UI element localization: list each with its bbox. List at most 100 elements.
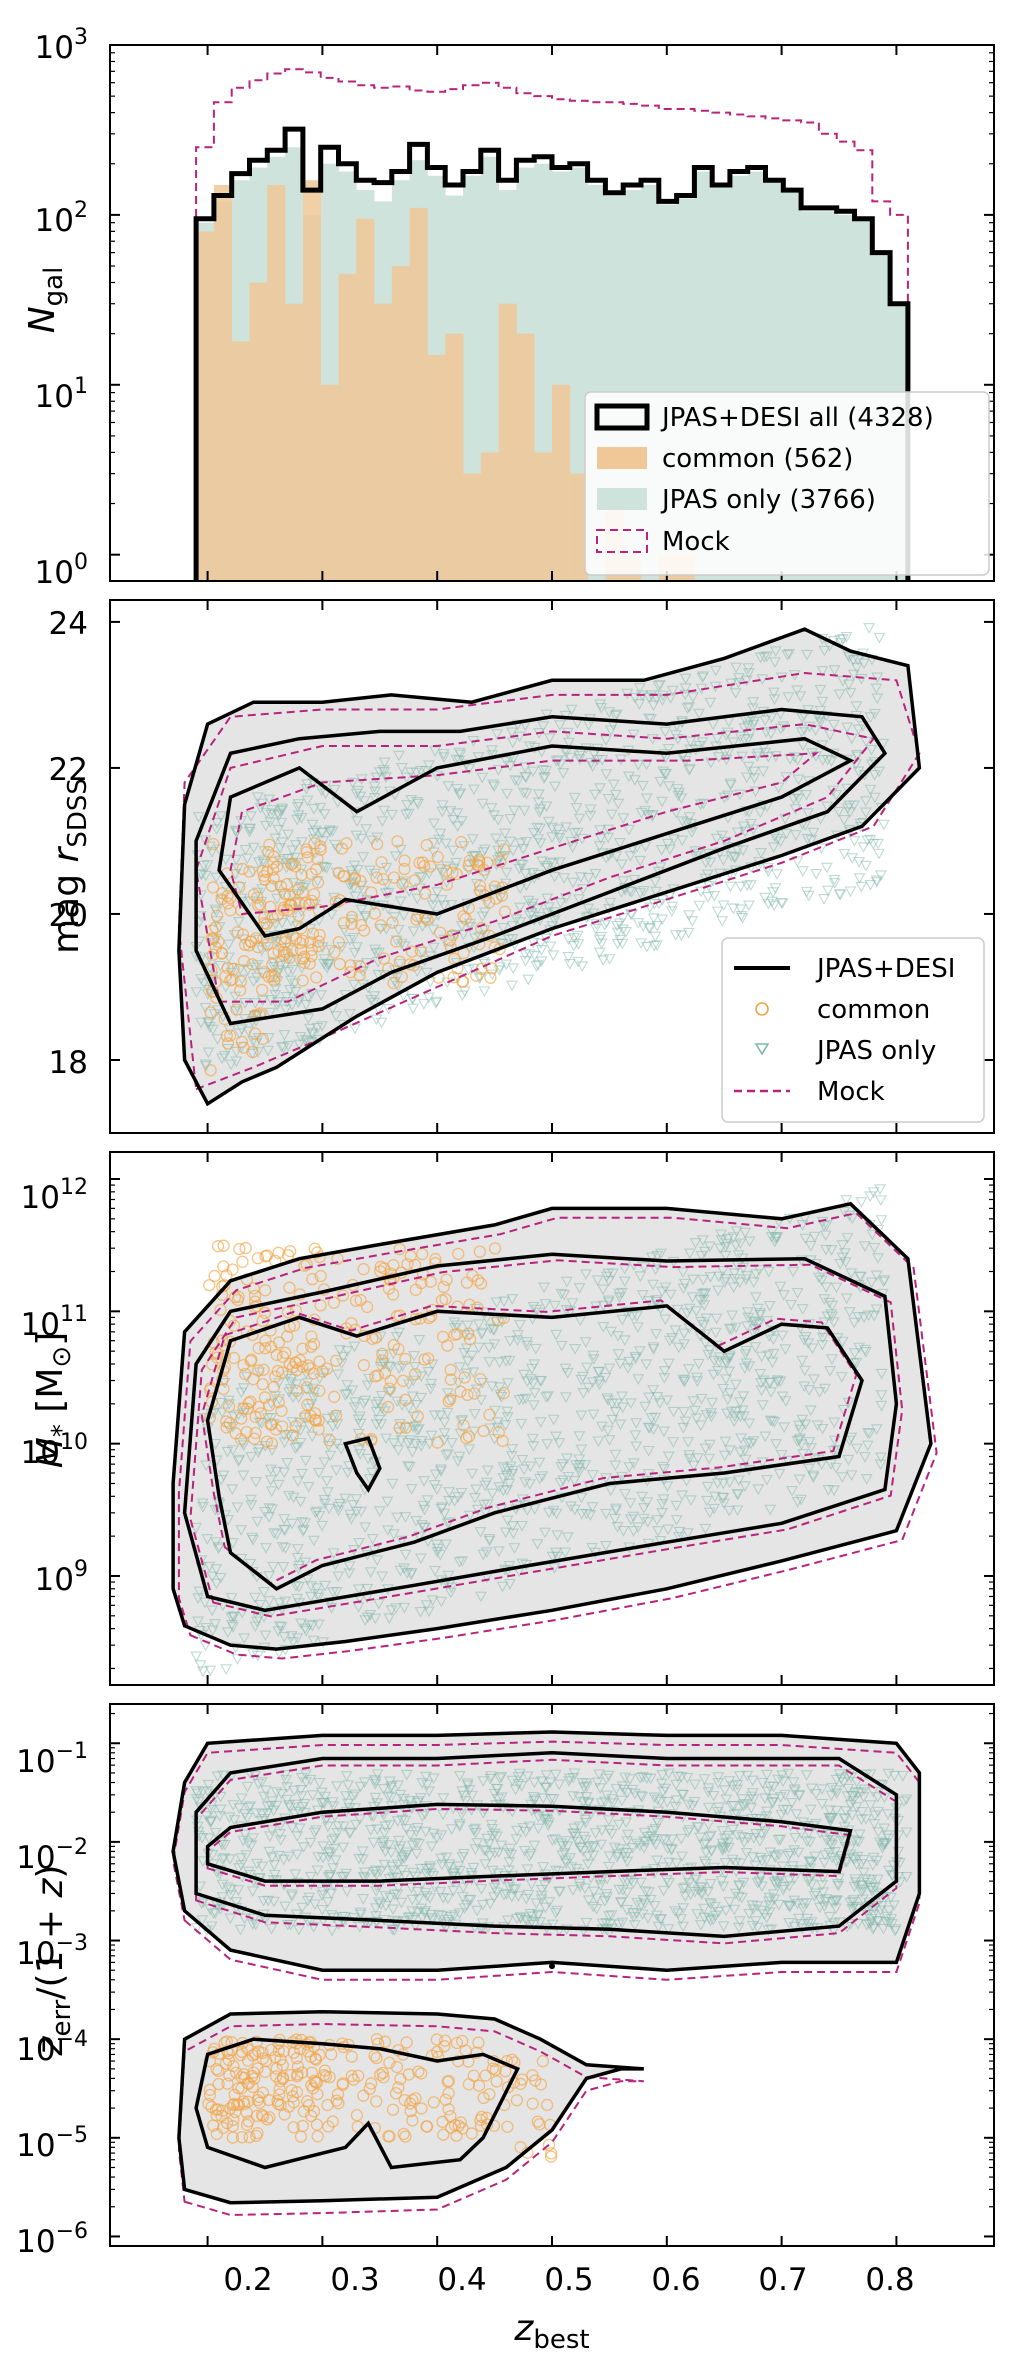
- point-common: [269, 1423, 283, 1436]
- point-jpas-only: [436, 800, 449, 812]
- point-jpas-only: [643, 923, 656, 935]
- point-jpas-only: [196, 1502, 209, 1513]
- point-jpas-only: [809, 1818, 822, 1830]
- point-jpas-only: [522, 1889, 535, 1901]
- point-jpas-only: [788, 1895, 801, 1907]
- point-common: [365, 2077, 378, 2090]
- point-jpas-only: [657, 766, 670, 778]
- point-jpas-only: [440, 1539, 452, 1551]
- point-jpas-only: [343, 1828, 356, 1839]
- point-jpas-only: [228, 1815, 241, 1826]
- point-jpas-only: [353, 1853, 365, 1865]
- point-jpas-only: [392, 1445, 405, 1456]
- point-common: [233, 1242, 246, 1256]
- point-jpas-only: [382, 903, 395, 915]
- point-jpas-only: [679, 1416, 692, 1428]
- point-jpas-only: [814, 684, 827, 696]
- hist-bar-common: [285, 303, 304, 581]
- point-jpas-only: [723, 1897, 736, 1908]
- point-jpas-only: [316, 861, 329, 873]
- point-jpas-only: [567, 1885, 579, 1896]
- point-jpas-only: [393, 750, 405, 762]
- point-jpas-only: [604, 1485, 617, 1497]
- point-jpas-only: [335, 1443, 348, 1455]
- point-common: [258, 1306, 272, 1320]
- point-jpas-only: [828, 1918, 841, 1930]
- point-jpas-only: [681, 703, 694, 715]
- point-jpas-only: [683, 1248, 696, 1260]
- point-jpas-only: [446, 930, 459, 942]
- point-jpas-only: [756, 1400, 769, 1411]
- point-jpas-only: [226, 1422, 239, 1433]
- point-jpas-only: [738, 1445, 751, 1457]
- point-jpas-only: [843, 1844, 856, 1856]
- point-jpas-only: [796, 1304, 809, 1315]
- point-jpas-only: [855, 673, 868, 685]
- point-jpas-only: [243, 823, 256, 835]
- point-jpas-only: [798, 724, 811, 736]
- point-jpas-only: [347, 1500, 360, 1511]
- point-jpas-only: [512, 1891, 525, 1902]
- point-jpas-only: [483, 1534, 496, 1545]
- point-jpas-only: [287, 1492, 300, 1504]
- point-jpas-only: [557, 1475, 570, 1487]
- point-jpas-only: [232, 1456, 245, 1467]
- point-jpas-only: [522, 895, 535, 907]
- point-jpas-only: [675, 930, 688, 942]
- point-jpas-only: [278, 1430, 290, 1441]
- point-jpas-only: [736, 1831, 749, 1843]
- point-jpas-only: [245, 1500, 258, 1511]
- point-jpas-only: [797, 1898, 810, 1910]
- point-common: [458, 1371, 471, 1384]
- point-jpas-only: [342, 1780, 355, 1792]
- panel-redshift-error-frame: [109, 1703, 995, 2247]
- point-common: [277, 2045, 290, 2058]
- point-jpas-only: [681, 1308, 694, 1319]
- point-jpas-only: [728, 1268, 741, 1280]
- point-jpas-only: [766, 1416, 779, 1428]
- point-jpas-only: [818, 894, 830, 905]
- point-common: [390, 935, 403, 948]
- point-jpas-only: [662, 1768, 675, 1780]
- point-jpas-only: [291, 1442, 304, 1453]
- point-jpas-only: [392, 924, 405, 936]
- point-jpas-only: [431, 1547, 444, 1558]
- point-jpas-only: [650, 1329, 663, 1340]
- point-jpas-only: [249, 998, 262, 1009]
- point-jpas-only: [562, 737, 575, 749]
- point-jpas-only: [763, 1377, 776, 1389]
- point-jpas-only: [875, 1215, 888, 1226]
- point-jpas-only: [601, 1393, 614, 1404]
- point-common: [345, 1317, 358, 1330]
- point-jpas-only: [579, 1883, 591, 1895]
- point-jpas-only: [812, 1272, 825, 1284]
- point-jpas-only: [739, 1349, 752, 1361]
- point-jpas-only: [494, 893, 507, 904]
- point-jpas-only: [850, 701, 863, 712]
- point-common: [280, 877, 294, 891]
- point-jpas-only: [687, 1460, 700, 1472]
- point-jpas-only: [858, 1241, 871, 1252]
- point-jpas-only: [804, 1837, 816, 1848]
- point-jpas-only: [820, 1220, 833, 1231]
- point-common: [427, 2096, 440, 2109]
- point-common: [202, 2097, 215, 2111]
- point-common: [246, 2049, 259, 2062]
- point-jpas-only: [197, 1412, 210, 1424]
- point-common: [226, 2131, 240, 2144]
- point-jpas-only: [392, 1780, 404, 1792]
- point-common: [462, 1327, 475, 1340]
- point-jpas-only: [517, 787, 530, 799]
- point-jpas-only: [299, 1518, 311, 1529]
- point-jpas-only: [765, 896, 778, 908]
- point-jpas-only: [317, 1841, 330, 1853]
- point-jpas-only: [702, 1783, 715, 1795]
- point-jpas-only: [747, 1904, 760, 1916]
- point-jpas-only: [355, 1506, 368, 1518]
- point-common: [255, 983, 269, 997]
- point-jpas-only: [755, 847, 767, 859]
- point-jpas-only: [865, 1875, 878, 1886]
- point-common: [258, 2065, 272, 2078]
- point-jpas-only: [245, 1840, 258, 1852]
- point-jpas-only: [592, 1436, 605, 1448]
